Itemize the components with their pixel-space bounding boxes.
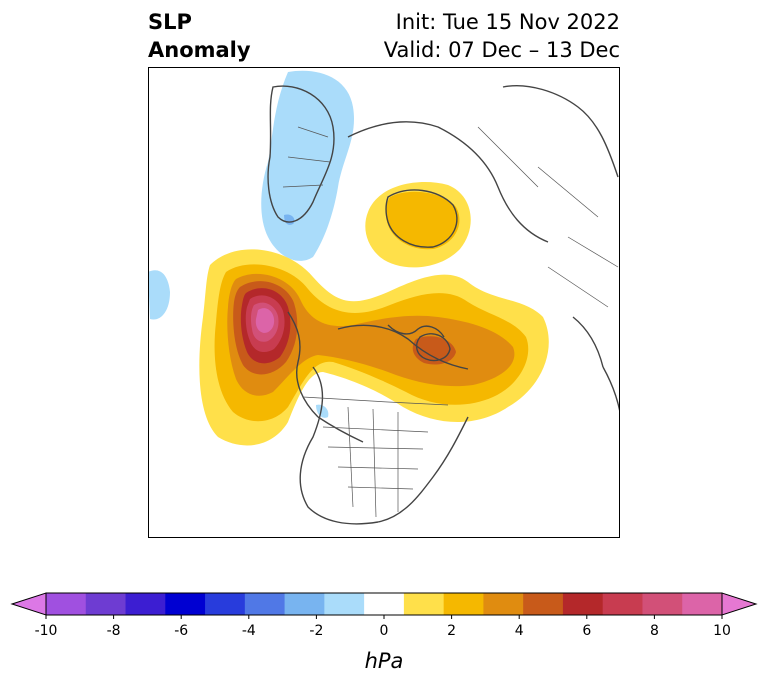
- colorbar-bin: [125, 593, 166, 615]
- positive-anomaly-band-5: [227, 273, 515, 396]
- colorbar-bin: [46, 593, 87, 615]
- colorbar-bin: [602, 593, 643, 615]
- colorbar-swatches: [10, 592, 758, 616]
- colorbar-bin: [85, 593, 127, 615]
- title-variable: SLP: [148, 10, 192, 34]
- title-anomaly: Anomaly: [148, 38, 251, 62]
- title-block-right: Init: Tue 15 Nov 2022 Valid: 07 Dec – 13…: [384, 8, 620, 64]
- map-frame: [148, 67, 620, 538]
- colorbar-tick-label: 4: [515, 623, 524, 639]
- colorbar-bin: [284, 593, 325, 615]
- colorbar-bin: [165, 593, 206, 615]
- colorbar-bin: [642, 593, 683, 615]
- colorbar-bin: [483, 593, 524, 615]
- colorbar-tick-label: -6: [174, 623, 188, 639]
- positive-anomaly-alaska-10: [255, 308, 275, 333]
- colorbar-extend-low: [10, 592, 47, 616]
- colorbar-bin: [562, 593, 604, 615]
- colorbar-canvas: -10 -8 -6 -4 -2 0 2 4 6 8 10 hPa: [10, 592, 758, 673]
- colorbar-tick-label: 6: [582, 623, 591, 639]
- colorbar-bin: [682, 593, 723, 615]
- colorbar-tick-label: -2: [309, 623, 323, 639]
- title-block-left: SLP Anomaly: [148, 8, 251, 64]
- colorbar-tick-label: -4: [242, 623, 256, 639]
- colorbar-bin: [364, 593, 405, 615]
- negative-anomaly-small: [316, 404, 329, 418]
- map-canvas: [148, 67, 620, 538]
- colorbar-extend-high: [721, 592, 758, 616]
- colorbar-bin: [205, 593, 246, 615]
- colorbar-tick-label: 8: [650, 623, 659, 639]
- anomaly-map: [148, 67, 620, 538]
- coastlines: [267, 85, 620, 525]
- colorbar-bin: [244, 593, 286, 615]
- colorbar-unit-label: hPa: [365, 649, 404, 673]
- colorbar-tick-label: -10: [35, 623, 58, 639]
- colorbar-tick-label: 2: [447, 623, 456, 639]
- colorbar-bin: [324, 593, 365, 615]
- colorbar-tick-label: -8: [107, 623, 121, 639]
- colorbar-tick-label: 0: [380, 623, 389, 639]
- colorbar-bin: [443, 593, 484, 615]
- positive-anomaly-barents-4: [385, 191, 460, 250]
- colorbar: -10 -8 -6 -4 -2 0 2 4 6 8 10 hPa: [0, 585, 768, 684]
- colorbar-tick-label: 10: [713, 623, 731, 639]
- colorbar-bin: [523, 593, 564, 615]
- valid-date-range: Valid: 07 Dec – 13 Dec: [383, 38, 620, 62]
- colorbar-bin: [403, 593, 445, 615]
- colorbar-ticks: -10 -8 -6 -4 -2 0 2 4 6 8 10: [35, 615, 731, 639]
- borders: [282, 126, 619, 518]
- init-date: Init: Tue 15 Nov 2022: [395, 10, 620, 34]
- negative-anomaly-pacific-west: [148, 270, 170, 320]
